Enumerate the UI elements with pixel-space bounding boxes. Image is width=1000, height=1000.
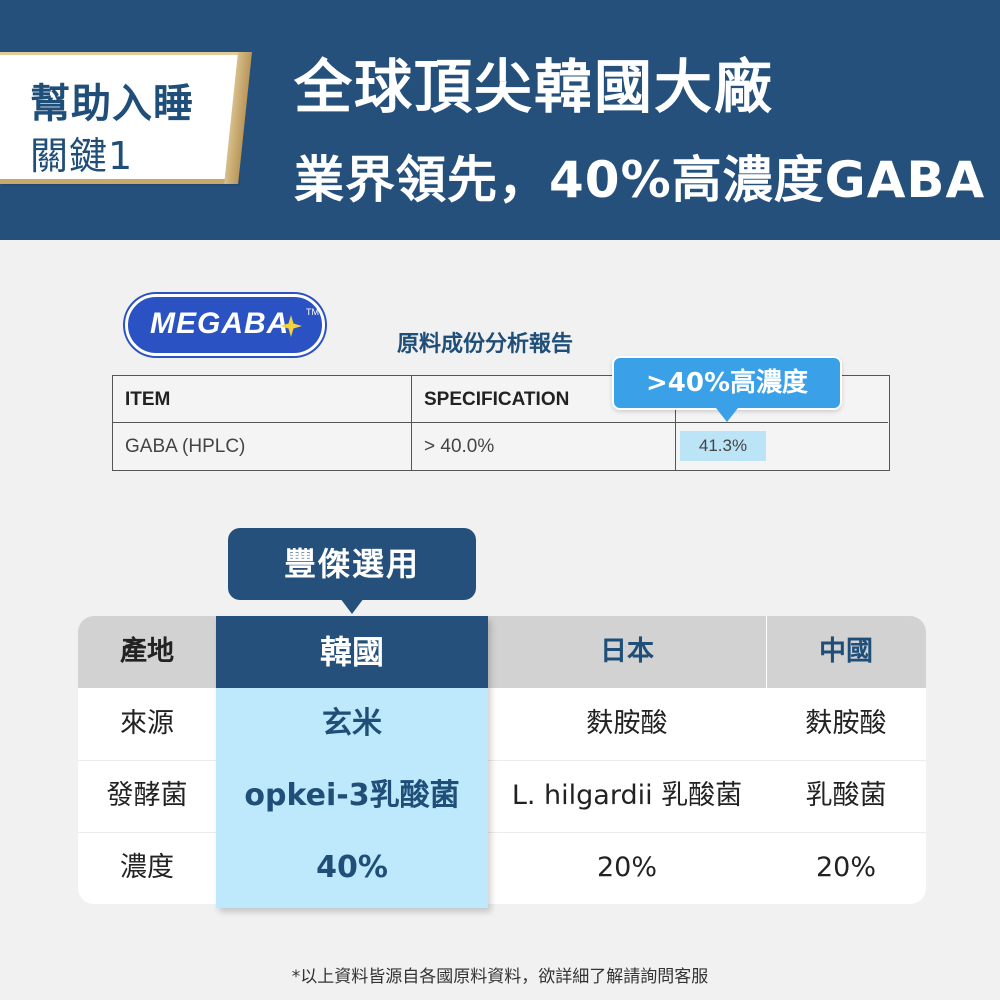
korea-source: 玄米 [322,706,382,741]
tag-title: 幫助入睡 [30,81,194,127]
logo-text: MEGABA [150,307,290,340]
japan-strain: L. hilgardii 乳酸菌 [511,780,743,811]
header-china: 中國 [819,636,873,667]
brand-choice-label: 豐傑選用 [228,528,476,600]
korea-strain: opkei-3乳酸菌 [244,778,460,813]
choice-pointer [340,598,364,614]
korea-concentration: 40% [316,850,388,885]
cell-result-highlight: 41.3% [680,431,766,461]
header-japan: 日本 [600,636,654,667]
china-source: 麩胺酸 [805,708,887,739]
china-strain: 乳酸菌 [805,780,887,811]
trademark-mark: TM [306,307,319,317]
tag-subtitle: 關鍵1 [30,134,134,178]
china-concentration: 20% [815,852,876,883]
header-korea: 韓國 [216,616,488,688]
table-row: GABA (HPLC) > 40.0% 41.3% [113,423,888,470]
star-icon [280,315,302,337]
footnote: *以上資料皆源自各國原料資料，欲詳細了解請詢問客服 [291,967,709,987]
table-header-row: ITEM SPECIFICATION [113,376,888,423]
row-divider [78,832,926,833]
japan-concentration: 20% [596,852,657,883]
row-label-strain: 發酵菌 [106,780,188,811]
callout-pointer [716,408,738,422]
japan-source: 麩胺酸 [586,708,668,739]
origin-comparison-table: 產地 日本 中國 來源 麩胺酸 麩胺酸 發酵菌 L. hilgardii 乳酸菌… [78,616,926,904]
row-divider [78,760,926,761]
row-label-concentration: 濃度 [120,852,174,883]
key-point-tag: 幫助入睡 關鍵1 [0,52,238,184]
subheadline: 業界領先，40%高濃度GABA [294,151,986,209]
concentration-callout: >40%高濃度 [612,356,842,410]
korea-highlight-column: 韓國 玄米 opkei-3乳酸菌 40% [216,616,488,908]
cell-item: GABA (HPLC) [113,423,412,470]
headline: 全球頂尖韓國大廠 [294,53,775,121]
header-item: ITEM [113,376,412,423]
megaba-logo: MEGABA TM [125,294,325,356]
header-divider [766,616,767,688]
row-label-source: 來源 [120,708,174,739]
header-origin: 產地 [120,636,174,667]
cell-specification: > 40.0% [412,423,676,470]
header-banner: 幫助入睡 關鍵1 全球頂尖韓國大廠 業界領先，40%高濃度GABA [0,0,1000,240]
report-title: 原料成份分析報告 [397,332,574,357]
